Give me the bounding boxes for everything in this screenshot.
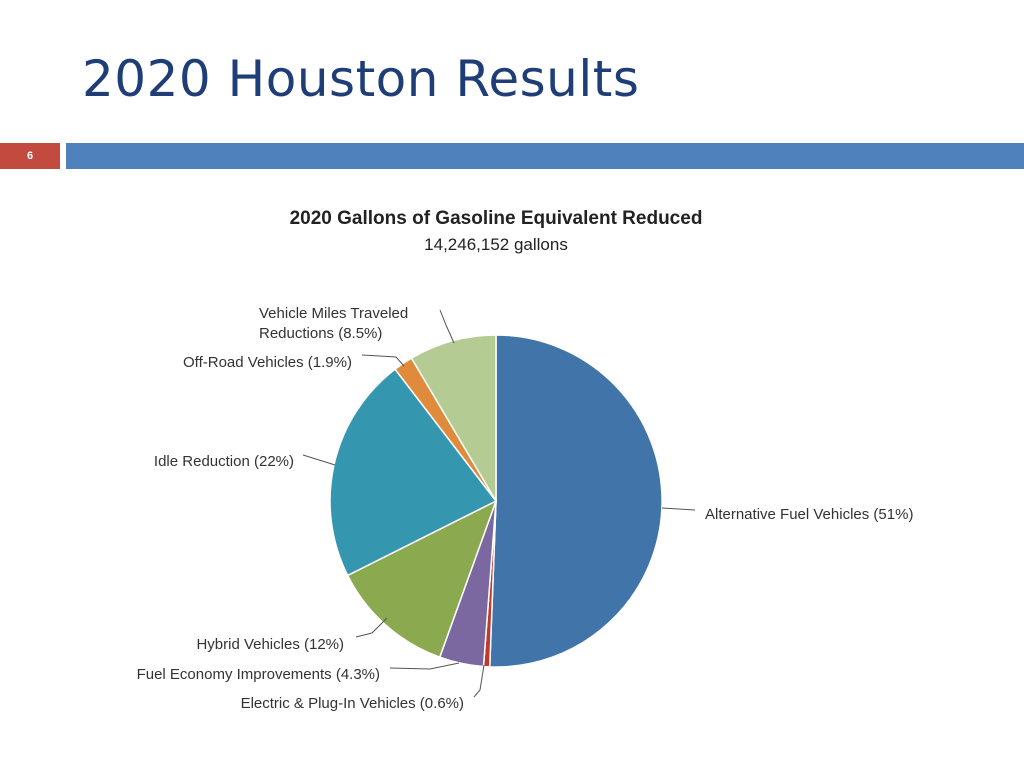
pie-labels: Alternative Fuel Vehicles (51%) Electric …: [137, 305, 914, 712]
slice-label: Hybrid Vehicles (12%): [196, 636, 344, 653]
page-number-badge: 6: [0, 143, 60, 169]
pie-slice-idle-reduction: [329, 368, 498, 577]
slide-title: 2020 Houston Results: [82, 50, 640, 108]
slice-label: Off-Road Vehicles (1.9%): [183, 354, 352, 371]
leader-line: [473, 664, 485, 698]
pie-slice-vehicle-miles-traveled-reductions: [410, 334, 497, 504]
slice-label: Vehicle Miles Traveled Reductions (8.5%): [259, 305, 408, 342]
slice-label: Alternative Fuel Vehicles (51%): [705, 506, 913, 523]
leader-line: [389, 662, 460, 670]
pie-leader-lines: [302, 309, 696, 698]
slice-label: Idle Reduction (22%): [154, 453, 294, 470]
chart-title: 2020 Gallons of Gasoline Equivalent Redu…: [290, 208, 703, 229]
slice-label: Electric & Plug-In Vehicles (0.6%): [241, 695, 464, 712]
leader-line: [439, 309, 455, 344]
header-bar: [66, 143, 1024, 169]
leader-line: [661, 507, 696, 511]
chart-subtitle: 14,246,152 gallons: [424, 235, 568, 254]
leader-line: [355, 617, 388, 638]
slice-label: Fuel Economy Improvements (4.3%): [137, 666, 380, 683]
pie-slice-alternative-fuel-vehicles: [488, 334, 663, 668]
leader-line: [302, 454, 336, 466]
pie-slices: [329, 334, 663, 668]
pie-slice-hybrid-vehicles: [346, 499, 498, 659]
leader-line: [361, 354, 405, 367]
